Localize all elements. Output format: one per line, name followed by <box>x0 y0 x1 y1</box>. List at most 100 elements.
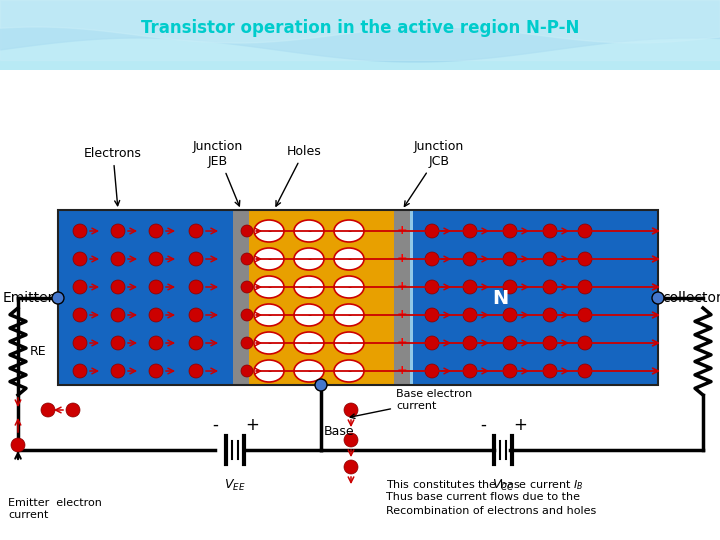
Circle shape <box>543 308 557 322</box>
Text: N: N <box>492 288 508 307</box>
Ellipse shape <box>334 360 364 382</box>
Circle shape <box>111 336 125 350</box>
Circle shape <box>425 336 439 350</box>
Circle shape <box>149 308 163 322</box>
Text: Emitter: Emitter <box>3 291 54 305</box>
Circle shape <box>149 364 163 378</box>
Circle shape <box>543 364 557 378</box>
Circle shape <box>578 252 592 266</box>
Text: -: - <box>347 282 351 292</box>
Circle shape <box>111 364 125 378</box>
Ellipse shape <box>294 360 324 382</box>
Text: +: + <box>513 416 527 434</box>
Text: Electrons: Electrons <box>84 147 142 206</box>
Bar <box>233 210 249 385</box>
Text: -: - <box>347 310 351 320</box>
Circle shape <box>149 280 163 294</box>
Circle shape <box>189 280 203 294</box>
Circle shape <box>41 403 55 417</box>
Text: $V_{EE}$: $V_{EE}$ <box>224 478 246 493</box>
Text: -: - <box>307 366 311 376</box>
Text: +: + <box>245 416 259 434</box>
Ellipse shape <box>294 304 324 326</box>
Circle shape <box>425 308 439 322</box>
Circle shape <box>503 336 517 350</box>
Text: Junction
JEB: Junction JEB <box>193 140 243 206</box>
Circle shape <box>652 292 664 304</box>
Text: -: - <box>267 226 271 236</box>
Text: +: + <box>397 308 408 321</box>
Circle shape <box>315 379 327 391</box>
Text: Junction
JCB: Junction JCB <box>405 140 464 206</box>
Text: Emitter  electron
current: Emitter electron current <box>8 498 102 519</box>
Circle shape <box>503 280 517 294</box>
Circle shape <box>189 336 203 350</box>
Circle shape <box>111 224 125 238</box>
Circle shape <box>425 280 439 294</box>
Circle shape <box>425 224 439 238</box>
Circle shape <box>149 224 163 238</box>
Ellipse shape <box>334 220 364 242</box>
Circle shape <box>543 280 557 294</box>
Circle shape <box>463 336 477 350</box>
Bar <box>410 210 413 385</box>
Circle shape <box>503 252 517 266</box>
Ellipse shape <box>334 304 364 326</box>
Circle shape <box>73 308 87 322</box>
Text: Transistor operation in the active region N-P-N: Transistor operation in the active regio… <box>141 19 579 37</box>
Ellipse shape <box>254 220 284 242</box>
Circle shape <box>11 438 25 452</box>
Circle shape <box>503 308 517 322</box>
Circle shape <box>149 252 163 266</box>
Text: Base: Base <box>324 425 354 438</box>
Circle shape <box>189 224 203 238</box>
Text: -: - <box>307 254 311 264</box>
Text: -: - <box>307 226 311 236</box>
Text: This constitutes the base current $I_B$: This constitutes the base current $I_B$ <box>386 478 583 492</box>
Text: -: - <box>267 338 271 348</box>
Bar <box>58 210 233 385</box>
Circle shape <box>543 336 557 350</box>
Circle shape <box>463 308 477 322</box>
Circle shape <box>66 403 80 417</box>
Text: -: - <box>267 282 271 292</box>
Text: +: + <box>397 364 408 377</box>
Text: Base electron
current: Base electron current <box>350 389 472 418</box>
Bar <box>410 210 658 385</box>
Circle shape <box>578 336 592 350</box>
Ellipse shape <box>334 248 364 270</box>
Text: RE: RE <box>30 345 47 358</box>
Text: Holes: Holes <box>276 145 321 206</box>
Text: -: - <box>480 416 486 434</box>
Ellipse shape <box>254 304 284 326</box>
Circle shape <box>241 253 253 265</box>
Circle shape <box>344 403 358 417</box>
Text: +: + <box>397 280 408 294</box>
Bar <box>0 0 720 70</box>
Text: -: - <box>347 254 351 264</box>
Text: +: + <box>397 336 408 349</box>
Text: +: + <box>397 253 408 266</box>
Circle shape <box>73 224 87 238</box>
Circle shape <box>463 252 477 266</box>
Circle shape <box>189 308 203 322</box>
Circle shape <box>73 364 87 378</box>
Ellipse shape <box>334 332 364 354</box>
Text: -: - <box>347 366 351 376</box>
Text: -: - <box>267 310 271 320</box>
Text: Recombination of electrons and holes: Recombination of electrons and holes <box>386 506 596 516</box>
Ellipse shape <box>294 332 324 354</box>
Circle shape <box>189 364 203 378</box>
Circle shape <box>111 252 125 266</box>
Text: Thus base current flows due to the: Thus base current flows due to the <box>386 492 580 502</box>
Circle shape <box>463 280 477 294</box>
Circle shape <box>241 309 253 321</box>
Circle shape <box>241 337 253 349</box>
Ellipse shape <box>294 248 324 270</box>
Ellipse shape <box>294 220 324 242</box>
Circle shape <box>503 364 517 378</box>
Circle shape <box>241 365 253 377</box>
Text: -: - <box>212 416 218 434</box>
Bar <box>249 210 394 385</box>
Ellipse shape <box>254 360 284 382</box>
